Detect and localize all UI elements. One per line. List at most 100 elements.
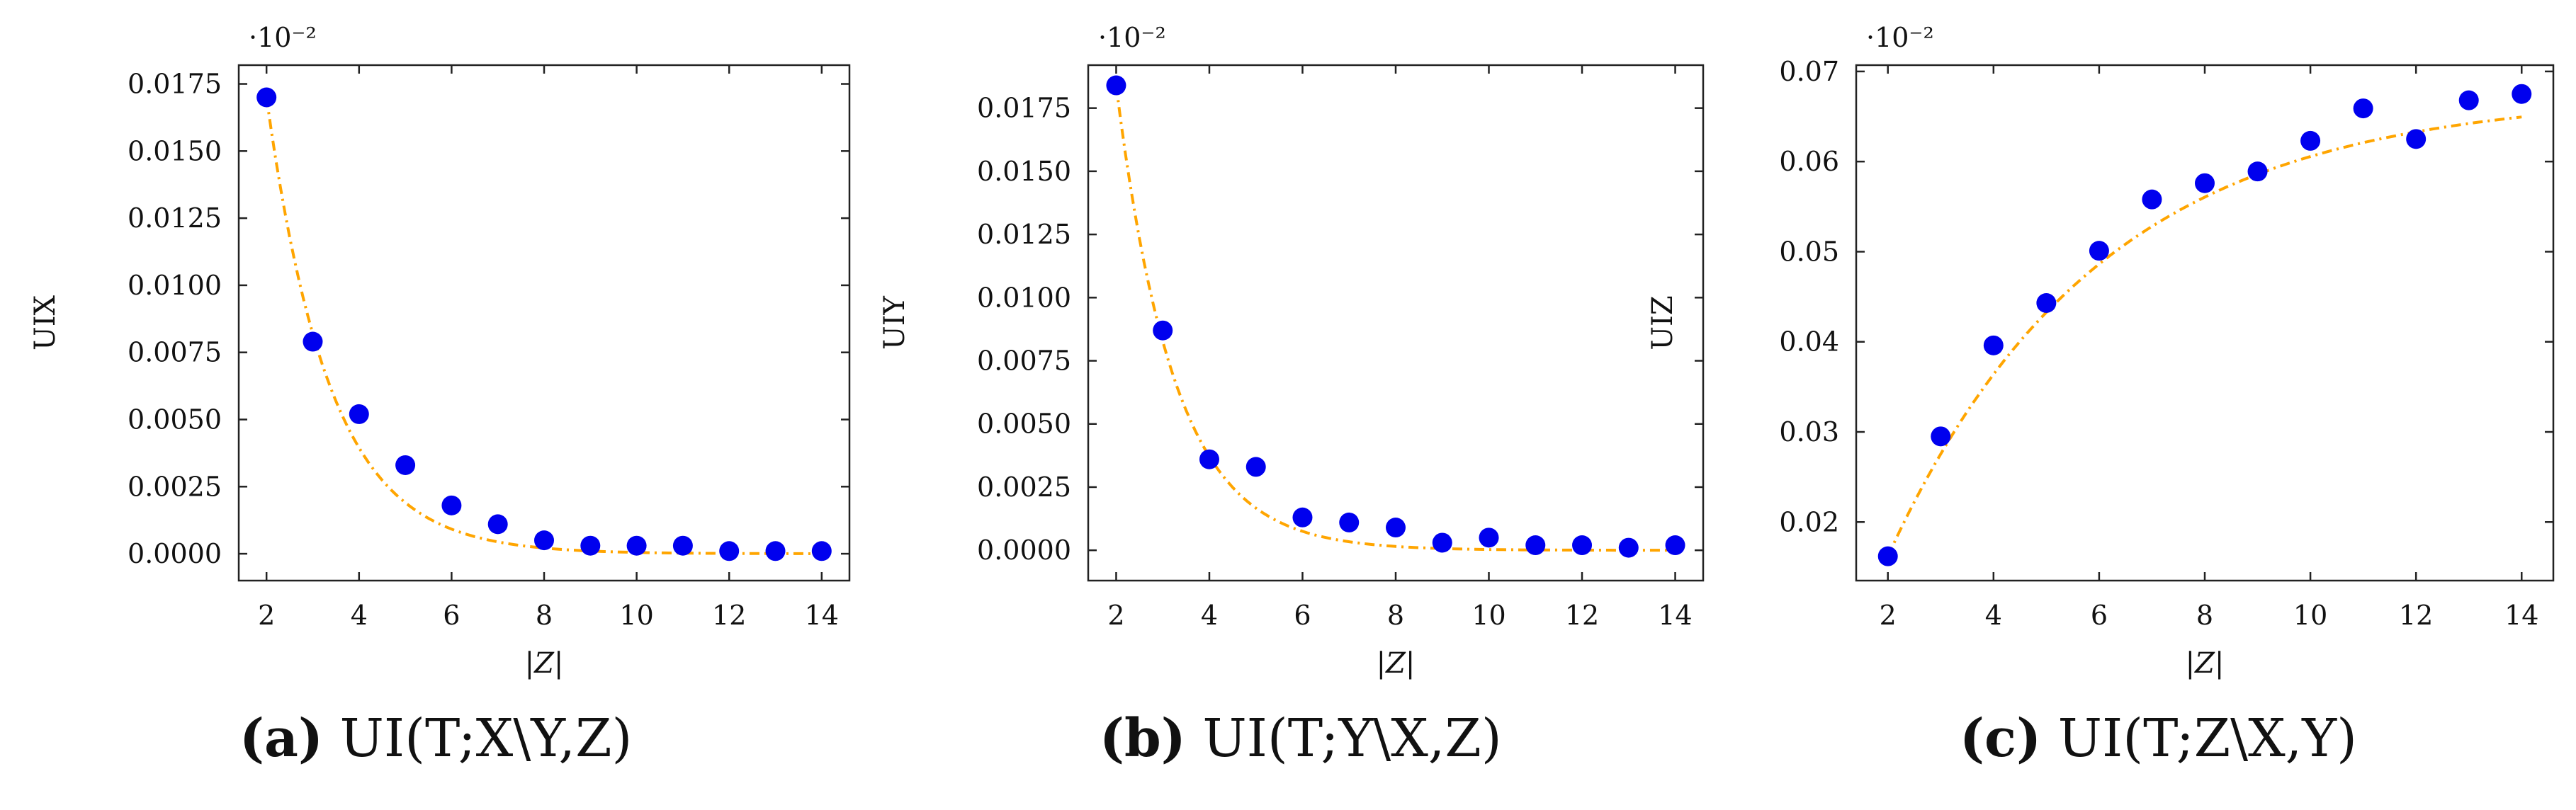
x-tick-label: 12 <box>712 600 746 631</box>
data-point <box>1665 535 1685 556</box>
y-tick-label: 0.0075 <box>128 337 222 368</box>
y-tick-label: 0.0100 <box>977 282 1071 313</box>
data-point <box>395 455 416 475</box>
data-point <box>303 331 323 352</box>
data-point <box>1339 512 1360 532</box>
y-tick-label: 0.0025 <box>977 472 1071 503</box>
x-tick-label: 12 <box>1565 600 1599 631</box>
data-point <box>256 87 277 108</box>
axis-multiplier: ·10⁻² <box>1866 22 1934 53</box>
data-point <box>1983 335 2004 355</box>
axis-multiplier: ·10⁻² <box>1098 22 1166 53</box>
y-axis-label: UIZ <box>1646 295 1679 350</box>
caption-a: (a) UI(T;X\Y,Z) <box>239 708 632 769</box>
y-tick-label: 0.03 <box>1779 416 1839 447</box>
data-point <box>1931 426 1951 447</box>
caption-tag: (a) <box>239 708 323 769</box>
caption-tag: (b) <box>1100 708 1186 769</box>
caption-text: UI(T;X\Y,Z) <box>339 708 633 769</box>
data-point <box>2036 293 2057 313</box>
data-point <box>1525 535 1546 556</box>
data-point <box>719 541 740 561</box>
data-point <box>2142 189 2162 210</box>
y-tick-label: 0.06 <box>1779 146 1839 177</box>
x-axis-label: |Z| <box>525 647 564 680</box>
y-tick-label: 0.0000 <box>977 535 1071 566</box>
data-point <box>2458 90 2479 110</box>
y-tick-label: 0.0075 <box>977 346 1071 377</box>
x-tick-label: 14 <box>1658 600 1692 631</box>
x-tick-label: 6 <box>2091 600 2108 631</box>
y-tick-label: 0.05 <box>1779 236 1839 267</box>
x-axis-label: |Z| <box>2186 647 2225 680</box>
data-point <box>672 535 693 556</box>
x-tick-label: 6 <box>443 600 460 631</box>
y-tick-label: 0.02 <box>1779 506 1839 537</box>
y-tick-label: 0.0025 <box>128 471 222 502</box>
data-point <box>1386 518 1406 538</box>
data-point <box>349 404 369 424</box>
y-tick-label: 0.0125 <box>128 202 222 234</box>
data-point <box>1479 527 1499 548</box>
fit-curve <box>1114 85 1676 552</box>
y-tick-label: 0.0050 <box>977 409 1071 440</box>
data-point <box>1432 532 1452 553</box>
data-point <box>2300 130 2321 151</box>
data-point <box>1199 449 1219 469</box>
data-point <box>1106 75 1126 96</box>
y-axis-label: UIY <box>879 295 911 350</box>
y-tick-label: 0.0100 <box>128 270 222 301</box>
data-point <box>1618 537 1639 558</box>
data-point <box>2089 241 2109 261</box>
data-point <box>1877 546 1898 566</box>
x-tick-label: 10 <box>2293 600 2327 631</box>
x-tick-label: 12 <box>2399 600 2433 631</box>
data-point <box>2247 161 2268 182</box>
data-point <box>1245 457 1266 477</box>
caption-c: (c) UI(T;Z\X,Y) <box>1960 708 2357 769</box>
x-tick-label: 8 <box>536 600 553 631</box>
data-point <box>626 535 647 556</box>
y-tick-label: 0.0000 <box>128 538 222 569</box>
data-point <box>1572 535 1593 556</box>
y-tick-label: 0.0050 <box>128 404 222 435</box>
plot-frame <box>1855 64 2555 582</box>
caption-text: UI(T;Z\X,Y) <box>2057 708 2358 769</box>
data-point <box>2353 98 2373 119</box>
data-point <box>1153 320 1173 341</box>
y-tick-label: 0.0150 <box>977 156 1071 187</box>
x-tick-label: 2 <box>258 600 275 631</box>
y-tick-label: 0.07 <box>1779 56 1839 87</box>
y-tick-label: 0.04 <box>1779 326 1839 358</box>
plot-frame <box>237 64 851 582</box>
y-axis-label: UIX <box>29 295 62 350</box>
x-tick-label: 14 <box>805 600 839 631</box>
data-point <box>765 541 786 561</box>
data-point <box>487 514 508 535</box>
fit-curve <box>265 97 822 555</box>
data-point <box>534 530 554 551</box>
data-point <box>441 495 462 515</box>
x-tick-label: 4 <box>351 600 368 631</box>
x-tick-label: 14 <box>2504 600 2538 631</box>
data-point <box>2406 129 2427 149</box>
caption-tag: (c) <box>1960 708 2042 769</box>
data-point <box>2195 173 2215 193</box>
plot-frame <box>1087 64 1705 582</box>
x-tick-label: 4 <box>1985 600 2002 631</box>
x-axis-label: |Z| <box>1377 647 1416 680</box>
x-tick-label: 2 <box>1880 600 1897 631</box>
x-tick-label: 8 <box>1387 600 1404 631</box>
data-point <box>1292 507 1313 527</box>
x-tick-label: 6 <box>1294 600 1311 631</box>
x-tick-label: 10 <box>619 600 653 631</box>
axis-multiplier: ·10⁻² <box>249 22 317 53</box>
x-tick-label: 10 <box>1471 600 1506 631</box>
x-tick-label: 8 <box>2196 600 2213 631</box>
data-point <box>580 535 601 556</box>
x-tick-label: 4 <box>1201 600 1218 631</box>
data-point <box>2512 84 2532 104</box>
data-point <box>811 541 832 561</box>
caption-b: (b) UI(T;Y\X,Z) <box>1100 708 1502 769</box>
